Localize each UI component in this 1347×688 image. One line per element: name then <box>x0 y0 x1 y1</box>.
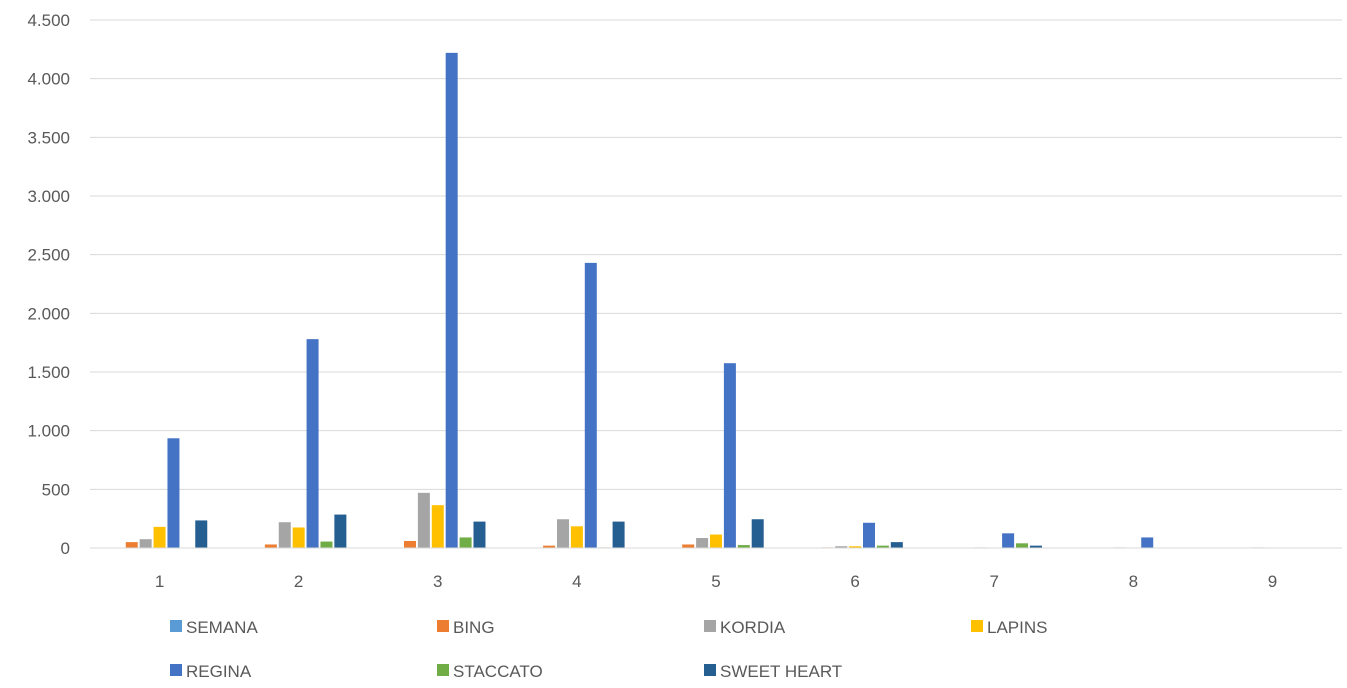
legend-label: REGINA <box>186 662 252 681</box>
bar-lapins-2 <box>292 527 305 548</box>
bar-regina-2 <box>306 339 319 548</box>
bar-bing-2 <box>264 544 277 548</box>
bar-regina-6 <box>863 522 876 548</box>
bar-sweet-heart-6 <box>890 542 903 548</box>
bar-staccato-2 <box>320 541 333 548</box>
y-tick-label: 3.000 <box>27 187 70 206</box>
y-axis-tick-labels: 0 500 1.000 1.500 2.000 2.500 3.000 3.500 4.000 4… <box>27 11 70 558</box>
bars <box>125 52 1265 548</box>
legend-label: STACCATO <box>453 662 543 681</box>
legend-item-semana: SEMANA <box>170 618 258 637</box>
bar-sweet-heart-4 <box>612 521 625 548</box>
y-tick-label: 4.500 <box>27 11 70 30</box>
bar-lapins-3 <box>431 505 444 548</box>
y-tick-label: 1.000 <box>27 422 70 441</box>
legend-swatch <box>704 664 716 676</box>
bar-lapins-4 <box>570 526 583 548</box>
bar-lapins-5 <box>710 534 722 548</box>
legend: SEMANA BING KORDIA LAPINS REGINA STACCATO SWEE… <box>170 618 1047 681</box>
bar-sweet-heart-2 <box>334 514 347 548</box>
bar-staccato-3 <box>459 537 472 548</box>
y-tick-label: 4.000 <box>27 70 70 89</box>
bar-bing-3 <box>403 540 416 548</box>
bar-kordia-6 <box>835 546 848 548</box>
y-tick-label: 0 <box>61 539 70 558</box>
bar-sweet-heart-3 <box>473 521 486 548</box>
bar-lapins-6 <box>849 546 862 548</box>
y-tick-label: 500 <box>42 480 70 499</box>
bar-staccato-7 <box>1016 543 1029 548</box>
bar-lapins-1 <box>153 526 166 548</box>
bar-bing-1 <box>125 542 138 548</box>
legend-label: LAPINS <box>987 618 1047 637</box>
legend-item-lapins: LAPINS <box>971 618 1047 637</box>
bar-regina-7 <box>1002 533 1015 548</box>
bar-regina-4 <box>584 262 597 548</box>
bar-regina-8 <box>1141 537 1154 548</box>
legend-item-kordia: KORDIA <box>704 618 786 637</box>
legend-swatch <box>170 664 182 676</box>
bar-sweet-heart-1 <box>195 520 208 548</box>
bar-bing-5 <box>682 544 695 548</box>
bar-staccato-6 <box>876 545 889 548</box>
x-tick-label: 9 <box>1268 572 1277 591</box>
x-tick-label: 4 <box>572 572 581 591</box>
bar-kordia-1 <box>139 539 152 548</box>
x-tick-label: 5 <box>711 572 720 591</box>
bar-sweet-heart-7 <box>1029 545 1042 548</box>
legend-swatch <box>971 620 983 632</box>
bar-regina-1 <box>167 438 180 548</box>
gridlines <box>90 19 1342 490</box>
legend-item-bing: BING <box>437 618 495 637</box>
legend-item-regina: REGINA <box>170 662 252 681</box>
legend-swatch <box>170 620 182 632</box>
legend-item-staccato: STACCATO <box>437 662 543 681</box>
y-tick-label: 1.500 <box>27 363 70 382</box>
x-tick-label: 1 <box>155 572 164 591</box>
legend-swatch <box>437 664 449 676</box>
bar-regina-3 <box>445 52 458 548</box>
bar-staccato-5 <box>737 545 750 548</box>
bar-kordia-5 <box>696 538 709 548</box>
legend-label: KORDIA <box>720 618 786 637</box>
y-tick-label: 2.500 <box>27 246 70 265</box>
bar-regina-5 <box>723 363 736 548</box>
x-tick-label: 3 <box>433 572 442 591</box>
legend-swatch <box>704 620 716 632</box>
bar-kordia-3 <box>417 492 430 548</box>
y-tick-label: 2.000 <box>27 304 70 323</box>
bar-kordia-4 <box>556 519 569 548</box>
x-tick-label: 7 <box>989 572 998 591</box>
x-tick-label: 2 <box>294 572 303 591</box>
bar-kordia-2 <box>278 522 291 548</box>
x-tick-label: 8 <box>1129 572 1138 591</box>
legend-label: SWEET HEART <box>720 662 842 681</box>
bar-sweet-heart-5 <box>751 519 764 548</box>
legend-item-sweet-heart: SWEET HEART <box>704 662 842 681</box>
x-axis-tick-labels: 1 2 3 4 5 6 7 8 9 <box>155 572 1277 591</box>
y-tick-label: 3.500 <box>27 128 70 147</box>
bar-bing-4 <box>543 545 556 548</box>
x-tick-label: 6 <box>850 572 859 591</box>
legend-label: BING <box>453 618 495 637</box>
legend-label: SEMANA <box>186 618 258 637</box>
legend-swatch <box>437 620 449 632</box>
